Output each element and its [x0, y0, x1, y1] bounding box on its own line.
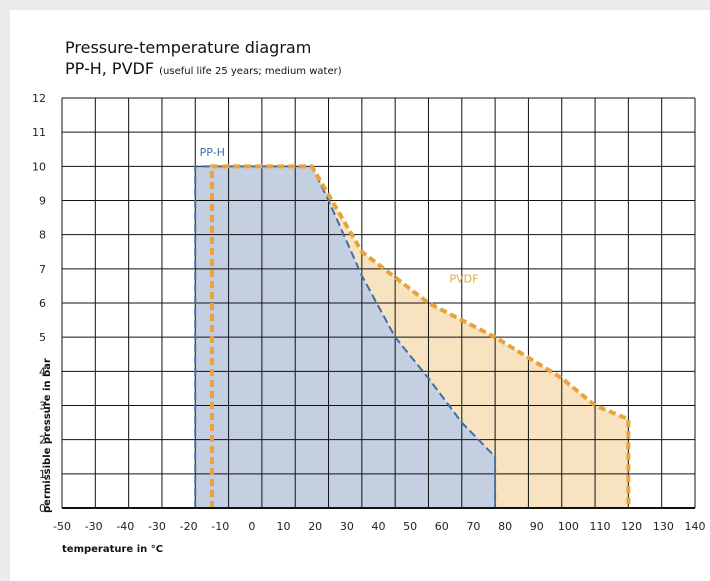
x-tick-label: 70 [466, 520, 480, 533]
x-axis-title: temperature in °C [62, 544, 163, 555]
y-tick-label: 12 [32, 92, 46, 105]
y-tick-label: 9 [39, 195, 46, 208]
x-tick-label: 30 [340, 520, 354, 533]
chart-subtitle-main: PP-H, PVDF [65, 59, 155, 78]
y-tick-label: 6 [39, 297, 46, 310]
x-tick-label: -20 [180, 520, 198, 533]
x-tick-label: 50 [403, 520, 417, 533]
x-tick-label: 20 [308, 520, 322, 533]
x-tick-label: -50 [53, 520, 71, 533]
x-tick-label: 60 [435, 520, 449, 533]
series-label-pvdf: PVDF [449, 273, 478, 286]
y-tick-label: 5 [39, 331, 46, 344]
y-tick-label: 10 [32, 160, 46, 173]
chart-title: Pressure-temperature diagram [65, 38, 312, 57]
y-tick-label: 2 [39, 434, 46, 447]
series-label-pp-h: PP-H [200, 146, 225, 159]
y-tick-label: 3 [39, 400, 46, 413]
x-tick-label: 10 [277, 520, 291, 533]
chart-subtitle: PP-H, PVDF (useful life 25 years; medium… [65, 59, 342, 82]
x-tick-label: -40 [116, 520, 134, 533]
x-tick-label: 120 [621, 520, 642, 533]
series-lines [194, 164, 631, 508]
x-tick-label: 0 [248, 520, 255, 533]
x-tick-label: 110 [590, 520, 611, 533]
y-tick-label: 1 [39, 468, 46, 481]
y-tick-label: 7 [39, 263, 46, 276]
chart-title-block: Pressure-temperature diagram PP-H, PVDF … [65, 38, 342, 82]
y-tick-label: 4 [39, 365, 46, 378]
y-axis-title: permissible pressure in bar [42, 358, 53, 513]
x-tick-label: -10 [211, 520, 229, 533]
y-tick-label: 0 [39, 502, 46, 515]
x-tick-label: 130 [653, 520, 674, 533]
x-tick-label: -30 [85, 520, 103, 533]
x-tick-label: 100 [558, 520, 579, 533]
series-line-pp-h [194, 165, 497, 508]
x-tick-label: 140 [685, 520, 706, 533]
x-tick-label: -30 [148, 520, 166, 533]
chart-subtitle-note: (useful life 25 years; medium water) [159, 66, 342, 77]
x-tick-label: 40 [372, 520, 386, 533]
chart-labels: -50 -30 -40 -30 -20 -10 0 10 20 30 40 50 60 70 80 90 100… [32, 92, 706, 533]
x-tick-label: 90 [530, 520, 544, 533]
y-tick-label: 8 [39, 229, 46, 242]
x-tick-label: 80 [498, 520, 512, 533]
y-tick-label: 11 [32, 126, 46, 139]
series-line-pvdf [209, 164, 631, 508]
